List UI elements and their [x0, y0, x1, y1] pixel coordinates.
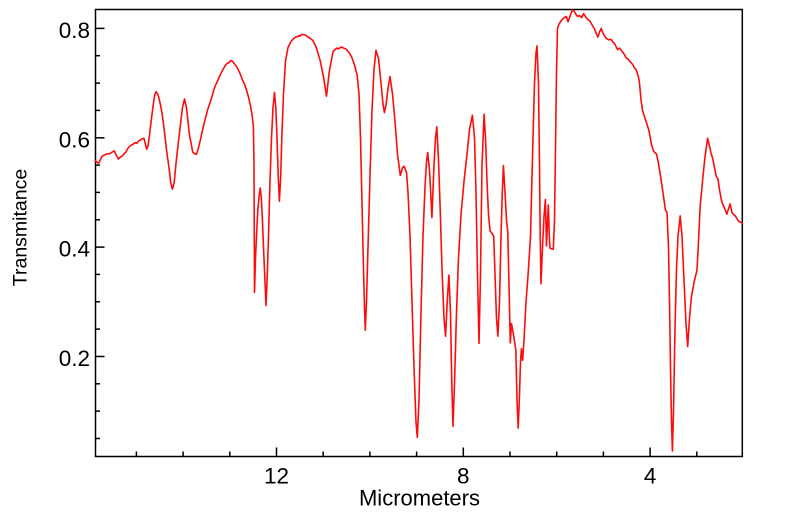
- svg-text:Micrometers: Micrometers: [359, 486, 480, 511]
- svg-text:4: 4: [644, 464, 657, 489]
- svg-text:0.4: 0.4: [59, 237, 90, 262]
- svg-text:0.6: 0.6: [59, 127, 90, 152]
- svg-text:0.8: 0.8: [59, 18, 90, 43]
- svg-text:12: 12: [264, 464, 289, 489]
- svg-text:0.2: 0.2: [59, 346, 90, 371]
- svg-text:8: 8: [457, 464, 470, 489]
- svg-text:Transmitance: Transmitance: [9, 169, 31, 286]
